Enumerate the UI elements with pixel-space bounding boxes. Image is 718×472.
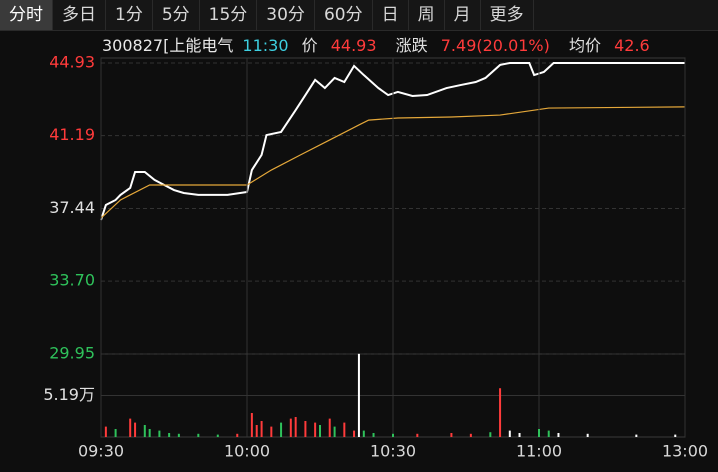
- y-tick-label: 37.44: [49, 198, 95, 217]
- avg-price: 42.6: [614, 36, 650, 55]
- tab[interactable]: 多日: [53, 0, 106, 30]
- volume-bar: [158, 430, 161, 437]
- tab[interactable]: 周: [409, 0, 445, 30]
- volume-bar: [357, 353, 360, 437]
- volume-bar: [289, 418, 292, 437]
- tab[interactable]: 月: [445, 0, 481, 30]
- tab[interactable]: 更多: [481, 0, 534, 30]
- stock-code: 300827[上能电气: [102, 36, 234, 55]
- tab[interactable]: 5分: [153, 0, 200, 30]
- tab[interactable]: 1分: [106, 0, 153, 30]
- volume-bar: [143, 425, 146, 437]
- volume-bar: [508, 430, 511, 437]
- volume-bar: [148, 429, 151, 437]
- volume-bar: [547, 430, 550, 437]
- change: 7.49(20.01%): [440, 36, 550, 55]
- volume-bar: [104, 426, 107, 437]
- volume-bar: [114, 429, 117, 437]
- volume-bar: [518, 433, 521, 437]
- volume-bar: [250, 413, 253, 437]
- price: 44.93: [330, 36, 377, 55]
- volume-bar: [635, 434, 638, 437]
- x-tick-label: 10:00: [224, 442, 270, 461]
- volume-bar: [469, 433, 472, 437]
- volume-bar: [236, 433, 239, 437]
- x-tick-label: 11:00: [516, 442, 562, 461]
- volume-bar: [538, 429, 540, 437]
- volume-bar: [499, 388, 502, 437]
- tab[interactable]: 日: [373, 0, 409, 30]
- volume-bar: [197, 433, 200, 437]
- volume-bar: [674, 434, 677, 437]
- volume-bar: [304, 421, 307, 437]
- y-tick-label: 5.19万: [43, 385, 95, 404]
- tab[interactable]: 60分: [315, 0, 373, 30]
- volume-bar: [333, 426, 336, 437]
- volume-bar: [168, 433, 171, 437]
- volume-bar: [129, 418, 132, 437]
- volume-bar: [216, 434, 219, 437]
- time: 11:30: [242, 36, 289, 55]
- volume-bar: [392, 433, 394, 437]
- volume-bar: [177, 433, 180, 437]
- tab-bar: 分时 多日 1分 5分 15分 30分 60分日周月更多: [0, 0, 718, 31]
- volume-bar: [557, 433, 560, 437]
- volume-bar: [314, 422, 317, 437]
- volume-bar: [450, 433, 453, 437]
- volume-bar: [372, 433, 375, 437]
- volume-bar: [586, 433, 589, 437]
- quote-info: 300827[上能电气 11:30 价 44.93 涨跌 7.49(20.01%…: [102, 35, 718, 57]
- volume-bar: [260, 421, 263, 437]
- volume-bar: [416, 433, 419, 437]
- x-tick-label: 09:30: [78, 442, 124, 461]
- y-tick-label: 44.93: [49, 53, 95, 72]
- y-tick-label: 41.19: [49, 125, 95, 144]
- avg-label: 均价: [568, 36, 601, 55]
- volume-bar: [134, 422, 137, 437]
- y-tick-label: 33.70: [49, 271, 95, 290]
- tab[interactable]: 30分: [257, 0, 315, 30]
- volume-bar: [319, 425, 321, 437]
- volume-bar: [280, 422, 283, 437]
- x-tick-label: 13:00: [662, 442, 708, 461]
- change-label: 涨跌: [395, 36, 428, 55]
- tab[interactable]: 分时: [0, 0, 53, 30]
- volume-bar: [294, 417, 297, 437]
- tab[interactable]: 15分: [200, 0, 258, 30]
- volume-bar: [255, 425, 258, 437]
- price-label: 价: [301, 36, 318, 55]
- volume-bar: [489, 432, 492, 437]
- volume-bar: [353, 430, 356, 437]
- volume-bar: [343, 422, 346, 437]
- volume-bar: [362, 430, 365, 437]
- x-tick-label: 10:30: [370, 442, 416, 461]
- volume-bar: [270, 426, 273, 437]
- price-line: [100, 106, 686, 219]
- y-tick-label: 29.95: [49, 344, 95, 363]
- price-line: [100, 62, 685, 221]
- volume-bar: [328, 418, 331, 437]
